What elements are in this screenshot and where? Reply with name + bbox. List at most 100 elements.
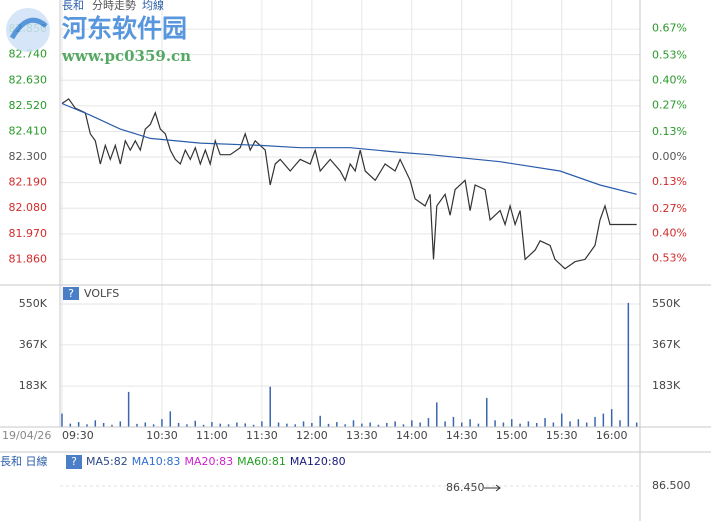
watermark-logo <box>6 8 50 52</box>
y2-tick-label: 0.13% <box>652 175 687 188</box>
panel-title: VOLFS <box>84 287 119 300</box>
help-text[interactable]: ? <box>68 287 74 300</box>
y2-tick-label: 0.00% <box>652 150 687 163</box>
ma-legend-entry: MA20:83 <box>184 455 233 468</box>
volume-bar <box>302 421 305 427</box>
volume-bar <box>186 424 188 427</box>
volume-bar <box>61 413 63 427</box>
series-line <box>61 98 637 270</box>
volume-bar <box>152 424 155 427</box>
volume-bar <box>144 422 147 427</box>
volume-bar <box>236 422 238 427</box>
volume-bar <box>361 423 363 427</box>
y2-tick-label: 0.13% <box>652 125 687 138</box>
volume-bar <box>369 422 371 427</box>
y2-tick-label: 367K <box>652 338 681 351</box>
volume-bar <box>327 423 330 427</box>
volume-bar <box>219 423 221 427</box>
help-icon[interactable] <box>63 287 79 300</box>
volume-bar <box>585 422 588 427</box>
volume-bar <box>386 422 388 427</box>
volume-bar <box>227 424 230 427</box>
y-tick-label: 81.970 <box>9 227 48 240</box>
watermark-title: 河东软件园 <box>62 14 187 43</box>
volume-bar <box>261 421 263 427</box>
volume-bar <box>77 422 80 427</box>
volume-bar <box>627 302 630 427</box>
volume-bar <box>394 421 396 427</box>
volume-bar <box>577 419 580 427</box>
y-tick-label: 81.860 <box>9 252 48 265</box>
volume-bar <box>102 422 105 427</box>
volume-bar <box>119 421 122 427</box>
y-tick-label: 550K <box>19 297 48 310</box>
volume-bar <box>377 424 380 427</box>
x-tick-label: 09:30 <box>62 429 94 442</box>
ma-legend-entry: MA120:80 <box>290 455 346 468</box>
x-tick-label: 12:00 <box>296 429 328 442</box>
x-tick-label: 15:00 <box>496 429 528 442</box>
y-tick-label: 82.630 <box>9 73 48 86</box>
y2-tick-label: 0.27% <box>652 202 687 215</box>
plot-layer: 550K 550K 367K 367K 183K 183K 09:30 10:30 11:00 1… <box>9 0 687 442</box>
volume-bar <box>427 418 430 427</box>
volume-bar <box>436 402 438 427</box>
volume-bar <box>602 413 605 427</box>
y2-tick-label: 0.67% <box>652 22 687 35</box>
y-tick-label: 82.080 <box>9 201 48 214</box>
volume-bar <box>486 397 488 427</box>
volume-bar <box>86 424 88 427</box>
y-tick-label: 183K <box>19 379 48 392</box>
volume-bar <box>494 420 496 427</box>
ma-legend-entry: MA10:83 <box>132 455 181 468</box>
volume-bar <box>519 423 521 427</box>
volume-bar <box>161 419 163 427</box>
volume-bar <box>510 419 513 427</box>
help-text[interactable]: ? <box>71 455 77 468</box>
y2-tick-label: 0.53% <box>652 49 687 62</box>
x-tick-label: 11:30 <box>246 429 278 442</box>
volume-bar <box>535 422 538 427</box>
volume-bar <box>336 422 338 427</box>
daily-title: 長和 日線 <box>0 454 48 468</box>
volume-bar <box>352 420 355 427</box>
y-tick-label: 367K <box>19 338 48 351</box>
volume-bar <box>202 424 205 427</box>
y2-tick-label: 550K <box>652 297 681 310</box>
watermark: 河东软件园 www.pc0359.cn <box>6 8 191 65</box>
volume-bar <box>411 420 413 427</box>
volume-bar <box>94 420 97 427</box>
annotation-arrow <box>484 484 501 492</box>
volume-bar <box>502 422 505 427</box>
y-tick-label: 82.520 <box>9 99 48 112</box>
legend-entry: 均線 <box>142 0 164 12</box>
volume-bar <box>69 423 72 427</box>
x-tick-label: 15:30 <box>546 429 578 442</box>
volume-bar <box>469 419 471 427</box>
legend-entry: 分時走勢 <box>92 0 136 12</box>
volume-bar <box>177 422 180 427</box>
volume-bar <box>560 413 563 427</box>
stock-name: 長和 <box>62 0 84 12</box>
volume-bar <box>569 421 571 427</box>
help-icon[interactable] <box>66 455 82 469</box>
y-tick-label: 82.300 <box>9 150 48 163</box>
y2-tick-label: 0.27% <box>652 98 687 111</box>
volume-bar <box>402 424 405 427</box>
annotation: 86.450 <box>446 481 485 494</box>
volume-bar <box>319 415 321 427</box>
volume-bar <box>311 422 313 427</box>
y2-tick-label: 183K <box>652 379 681 392</box>
x-tick-label: 16:00 <box>596 429 628 442</box>
volume-bar <box>169 411 172 427</box>
volume-bar <box>527 421 530 427</box>
y-tick-label: 82.190 <box>9 176 48 189</box>
y2-tick-label: 0.53% <box>652 252 687 265</box>
volume-bar <box>127 391 130 427</box>
ma-legend-entry: MA60:81 <box>237 455 286 468</box>
x-tick-label: 13:30 <box>346 429 378 442</box>
volume-bar <box>286 423 288 427</box>
